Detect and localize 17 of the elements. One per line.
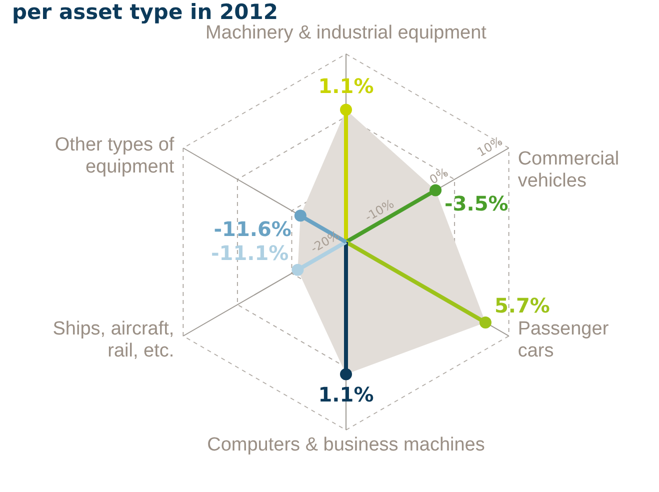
spoke-label: Ships, aircraft, rail, etc. [52, 318, 174, 362]
spoke-label: Commercial vehicles [518, 148, 620, 192]
spoke-label: Machinery & industrial equipment [206, 22, 488, 44]
spoke-label: Other types of equipment [54, 134, 175, 178]
data-label: -3.5% [444, 192, 508, 216]
spoke-label: Passenger cars [518, 318, 610, 362]
y-tick-label: -20% [308, 228, 342, 256]
y-tick-label: 10% [474, 134, 505, 160]
data-label: 1.1% [318, 74, 374, 98]
y-tick-label: -10% [362, 196, 396, 224]
chart-title: per asset type in 2012 [12, 0, 278, 24]
data-label: -11.6% [214, 216, 292, 241]
data-label: 1.1% [318, 382, 374, 406]
spoke-label: Computers & business machines [207, 434, 485, 456]
data-label: -11.1% [211, 241, 289, 266]
y-tick-label: 0% [427, 165, 451, 187]
data-label: 5.7% [494, 294, 550, 318]
